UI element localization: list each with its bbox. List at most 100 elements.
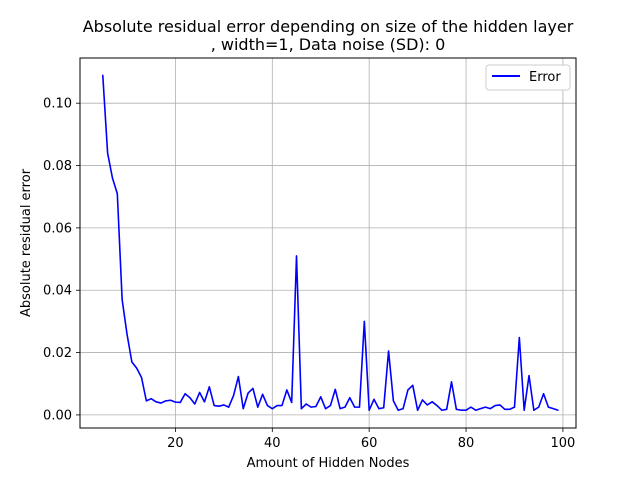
- data-point: [262, 393, 264, 395]
- x-tick-label: 100: [551, 436, 576, 451]
- data-point: [397, 409, 399, 411]
- data-point: [218, 405, 220, 407]
- data-point: [145, 400, 147, 402]
- data-point: [266, 404, 269, 407]
- data-point: [470, 406, 472, 408]
- x-axis-ticks: 20 40 60 80 100: [167, 428, 575, 451]
- data-point: [160, 402, 162, 404]
- data-point: [169, 399, 172, 401]
- data-point: [281, 404, 283, 407]
- data-point: [552, 408, 554, 410]
- data-point: [513, 406, 516, 408]
- data-point: [165, 400, 167, 402]
- data-point: [523, 409, 525, 411]
- x-tick-label: 40: [264, 436, 281, 451]
- data-point: [223, 404, 225, 406]
- legend-box: [485, 64, 571, 91]
- data-point: [475, 409, 477, 411]
- data-point: [533, 409, 535, 411]
- data-point: [257, 406, 259, 408]
- data-point: [368, 409, 370, 411]
- data-point: [286, 389, 288, 391]
- data-point: [421, 399, 424, 401]
- legend-label-error: Error: [529, 70, 561, 85]
- data-point: [320, 396, 322, 398]
- data-point: [479, 408, 482, 410]
- x-axis-label: Amount of Hidden Nodes: [247, 456, 410, 471]
- data-point: [131, 361, 133, 363]
- data-point: [344, 406, 346, 408]
- data-point: [547, 406, 549, 408]
- data-point: [402, 408, 404, 410]
- data-point: [538, 406, 540, 408]
- data-point: [426, 404, 428, 406]
- y-tick-label: 0.02: [43, 346, 72, 361]
- y-axis-ticks: 0.00 0.02 0.04 0.06 0.08 0.10: [43, 97, 80, 423]
- data-point: [228, 406, 230, 408]
- data-point: [358, 406, 361, 408]
- data-point: [446, 408, 448, 410]
- data-point: [121, 298, 123, 301]
- data-point: [179, 401, 181, 404]
- data-point: [247, 392, 249, 394]
- data-point: [518, 337, 520, 339]
- data-point: [140, 376, 143, 379]
- data-point: [528, 375, 530, 377]
- data-point: [450, 381, 453, 383]
- data-point: [354, 406, 356, 408]
- data-point: [291, 401, 293, 404]
- plot-frame: [79, 57, 577, 429]
- y-tick-label: 0.10: [43, 97, 72, 112]
- x-tick-label: 80: [458, 436, 475, 451]
- data-point: [252, 387, 254, 390]
- data-point: [329, 404, 332, 407]
- data-point: [557, 409, 559, 411]
- x-tick-label: 20: [167, 436, 184, 451]
- y-tick-label: 0.08: [43, 159, 72, 174]
- data-point: [383, 407, 385, 409]
- y-axis-label: Absolute residual error: [19, 168, 34, 317]
- data-point: [111, 177, 114, 179]
- data-point: [509, 408, 511, 410]
- data-point: [349, 397, 351, 399]
- y-tick-label: 0.04: [43, 284, 72, 299]
- x-tick-label: 60: [361, 436, 378, 451]
- data-point: [334, 388, 336, 390]
- series-layer: [101, 74, 559, 412]
- data-point: [407, 389, 409, 391]
- data-point: [213, 404, 215, 407]
- data-point: [387, 350, 390, 352]
- data-point: [295, 255, 298, 257]
- data-point: [494, 404, 496, 407]
- data-point: [455, 408, 457, 410]
- data-point: [184, 393, 186, 395]
- data-point: [189, 397, 191, 399]
- data-point: [237, 375, 239, 378]
- data-point: [392, 400, 394, 402]
- data-point: [436, 404, 438, 407]
- data-point: [150, 398, 152, 400]
- data-point: [305, 403, 307, 405]
- data-point: [460, 409, 462, 411]
- data-point: [276, 404, 278, 407]
- data-point: [174, 401, 177, 403]
- legend: Error: [485, 64, 571, 91]
- data-point: [489, 408, 491, 410]
- data-point: [315, 405, 317, 408]
- data-point: [339, 408, 341, 410]
- data-point: [232, 394, 235, 397]
- data-point: [116, 192, 118, 195]
- grid-layer: [80, 58, 576, 428]
- data-point: [242, 408, 244, 410]
- data-point: [271, 408, 273, 410]
- data-point: [373, 398, 375, 400]
- data-point: [363, 320, 365, 322]
- data-point: [126, 333, 128, 335]
- data-point: [300, 408, 302, 410]
- data-point: [194, 403, 196, 405]
- data-point: [465, 409, 467, 411]
- data-point: [208, 386, 210, 388]
- data-point: [203, 401, 206, 403]
- data-point: [155, 401, 157, 403]
